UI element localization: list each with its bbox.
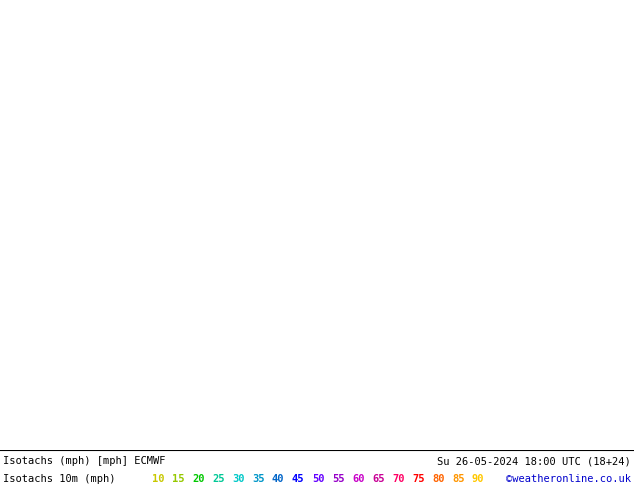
Text: Isotachs 10m (mph): Isotachs 10m (mph) [3,474,115,484]
Text: Su 26-05-2024 18:00 UTC (18+24): Su 26-05-2024 18:00 UTC (18+24) [437,456,631,466]
Text: ©weatheronline.co.uk: ©weatheronline.co.uk [506,474,631,484]
Text: 25: 25 [212,474,224,484]
Text: 60: 60 [352,474,365,484]
Text: Isotachs (mph) [mph] ECMWF: Isotachs (mph) [mph] ECMWF [3,456,165,466]
Text: 45: 45 [292,474,304,484]
Text: 70: 70 [392,474,404,484]
Text: 30: 30 [232,474,245,484]
Text: 85: 85 [452,474,465,484]
Text: 55: 55 [332,474,344,484]
Text: 50: 50 [312,474,325,484]
Text: 80: 80 [432,474,444,484]
Text: 90: 90 [472,474,484,484]
Text: 15: 15 [172,474,184,484]
Text: 75: 75 [412,474,425,484]
Text: 20: 20 [192,474,205,484]
Text: 65: 65 [372,474,384,484]
Text: 10: 10 [152,474,164,484]
Text: 35: 35 [252,474,264,484]
Text: 40: 40 [272,474,285,484]
